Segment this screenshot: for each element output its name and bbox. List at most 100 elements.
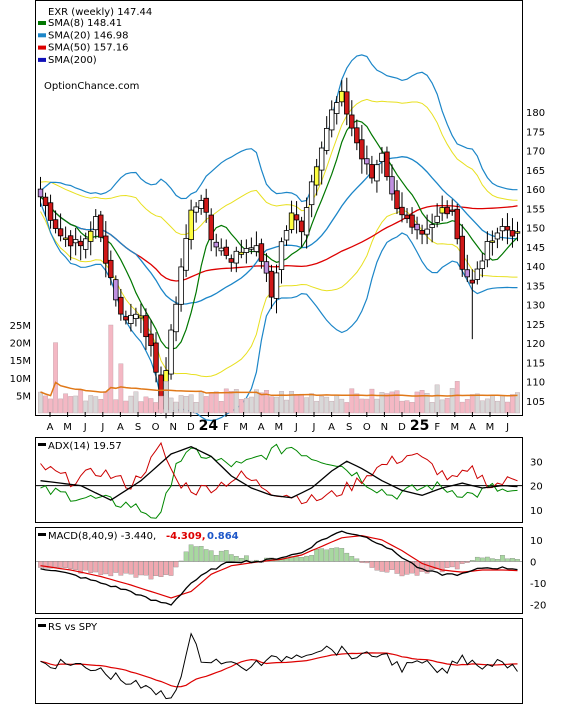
macd-histogram-bar [53, 561, 58, 568]
candle-body [509, 230, 516, 237]
candle-body [429, 224, 435, 228]
candle-body [178, 266, 184, 305]
candle-body [218, 247, 224, 252]
price-tick-label: 170 [526, 147, 545, 158]
volume-bar [123, 400, 129, 414]
candle-body [399, 206, 405, 216]
volume-bar [429, 402, 435, 414]
candle-body [148, 333, 154, 347]
candle-body [188, 209, 194, 240]
volume-bar [469, 394, 475, 414]
macd-histogram-bar [133, 561, 139, 578]
candle-body [349, 114, 355, 129]
macd-histogram-legend: 0.864 [207, 531, 239, 542]
x-tick-label: F [223, 422, 229, 433]
candle-body [293, 214, 300, 221]
volume-bar [394, 390, 400, 414]
volume-bar [254, 389, 259, 414]
macd-histogram-bar [78, 561, 84, 574]
macd-histogram-bar [389, 561, 395, 570]
macd-histogram-bar [63, 561, 68, 569]
volume-bar [98, 399, 104, 414]
volume-bar [153, 402, 159, 414]
macd-histogram-bar [93, 561, 99, 573]
macd-histogram-bar [479, 557, 485, 562]
volume-bar [213, 391, 219, 414]
macd-histogram-bar [88, 561, 94, 573]
macd-histogram-bar [449, 561, 455, 568]
candle-body [303, 207, 310, 236]
volume-bar [178, 395, 184, 414]
price-tick-label: 120 [526, 339, 545, 350]
macd-histogram-bar [43, 561, 48, 569]
candle-body [62, 237, 69, 240]
volume-bar [68, 396, 74, 414]
volume-bar [188, 394, 194, 414]
x-tick-label: 24 [199, 418, 219, 434]
macd-histogram-bar [490, 558, 495, 562]
candle-body [77, 240, 84, 247]
macd-histogram-bar [218, 550, 224, 562]
volume-bar [424, 393, 430, 414]
volume-bar [73, 395, 79, 414]
x-tick-label: M [274, 422, 283, 433]
macd-histogram-bar [153, 561, 159, 577]
candle-body [339, 90, 345, 103]
volume-bar [364, 398, 370, 414]
price-tick-label: 105 [526, 397, 545, 408]
candle-body [88, 230, 94, 242]
volume-bar [274, 396, 279, 414]
volume-bar [43, 395, 48, 414]
volume-bar [63, 393, 69, 414]
candle-body [273, 272, 280, 299]
candle-body [213, 241, 219, 248]
x-tick-label: D [398, 422, 406, 433]
macd-histogram-bar [464, 561, 470, 563]
candle-body [208, 214, 214, 241]
candle-body [138, 315, 144, 319]
candle-body [464, 269, 470, 278]
macd-histogram-bar [108, 561, 114, 577]
x-tick-label: A [328, 422, 335, 433]
volume-bar [248, 396, 254, 414]
volume-bar [449, 388, 455, 414]
volume-bar [359, 398, 365, 414]
macd-histogram-bar [444, 561, 450, 568]
candle-body [233, 250, 240, 264]
volume-bar [339, 398, 345, 414]
candle-body [243, 248, 250, 253]
candle-body [288, 212, 295, 230]
volume-bar [58, 398, 63, 414]
price-tick-label: 175 [526, 127, 545, 138]
macd-histogram-bar [113, 561, 119, 573]
price-tick-label: 165 [526, 166, 545, 177]
watermark-text: OptionChance.com [44, 81, 139, 92]
macd-histogram-bar [238, 558, 244, 562]
candle-body [128, 314, 134, 324]
candle-body [143, 315, 149, 338]
volume-bar [515, 392, 520, 414]
volume-bar [48, 398, 53, 414]
price-tick-label: 155 [526, 204, 545, 215]
candle-body [118, 296, 124, 315]
candle-body [37, 188, 44, 198]
macd-histogram-bar [404, 561, 410, 575]
macd-histogram-bar [339, 548, 345, 562]
candle-body [364, 158, 370, 165]
volume-bar [148, 398, 154, 414]
macd-histogram-bar [73, 561, 79, 570]
candle-body [449, 209, 455, 212]
macd-histogram-bar [123, 561, 129, 574]
candle-body [258, 243, 265, 262]
candle-body [313, 166, 320, 186]
candle-body [394, 190, 400, 210]
volume-bar [484, 398, 490, 414]
candle-body [238, 251, 245, 255]
volume-bar [510, 394, 515, 414]
candle-body [308, 181, 315, 206]
x-tick-label: A [117, 422, 124, 433]
macd-histogram-bar [409, 561, 415, 574]
macd-histogram-bar [173, 561, 179, 568]
candle-body [52, 219, 59, 229]
x-tick-label: A [469, 422, 476, 433]
